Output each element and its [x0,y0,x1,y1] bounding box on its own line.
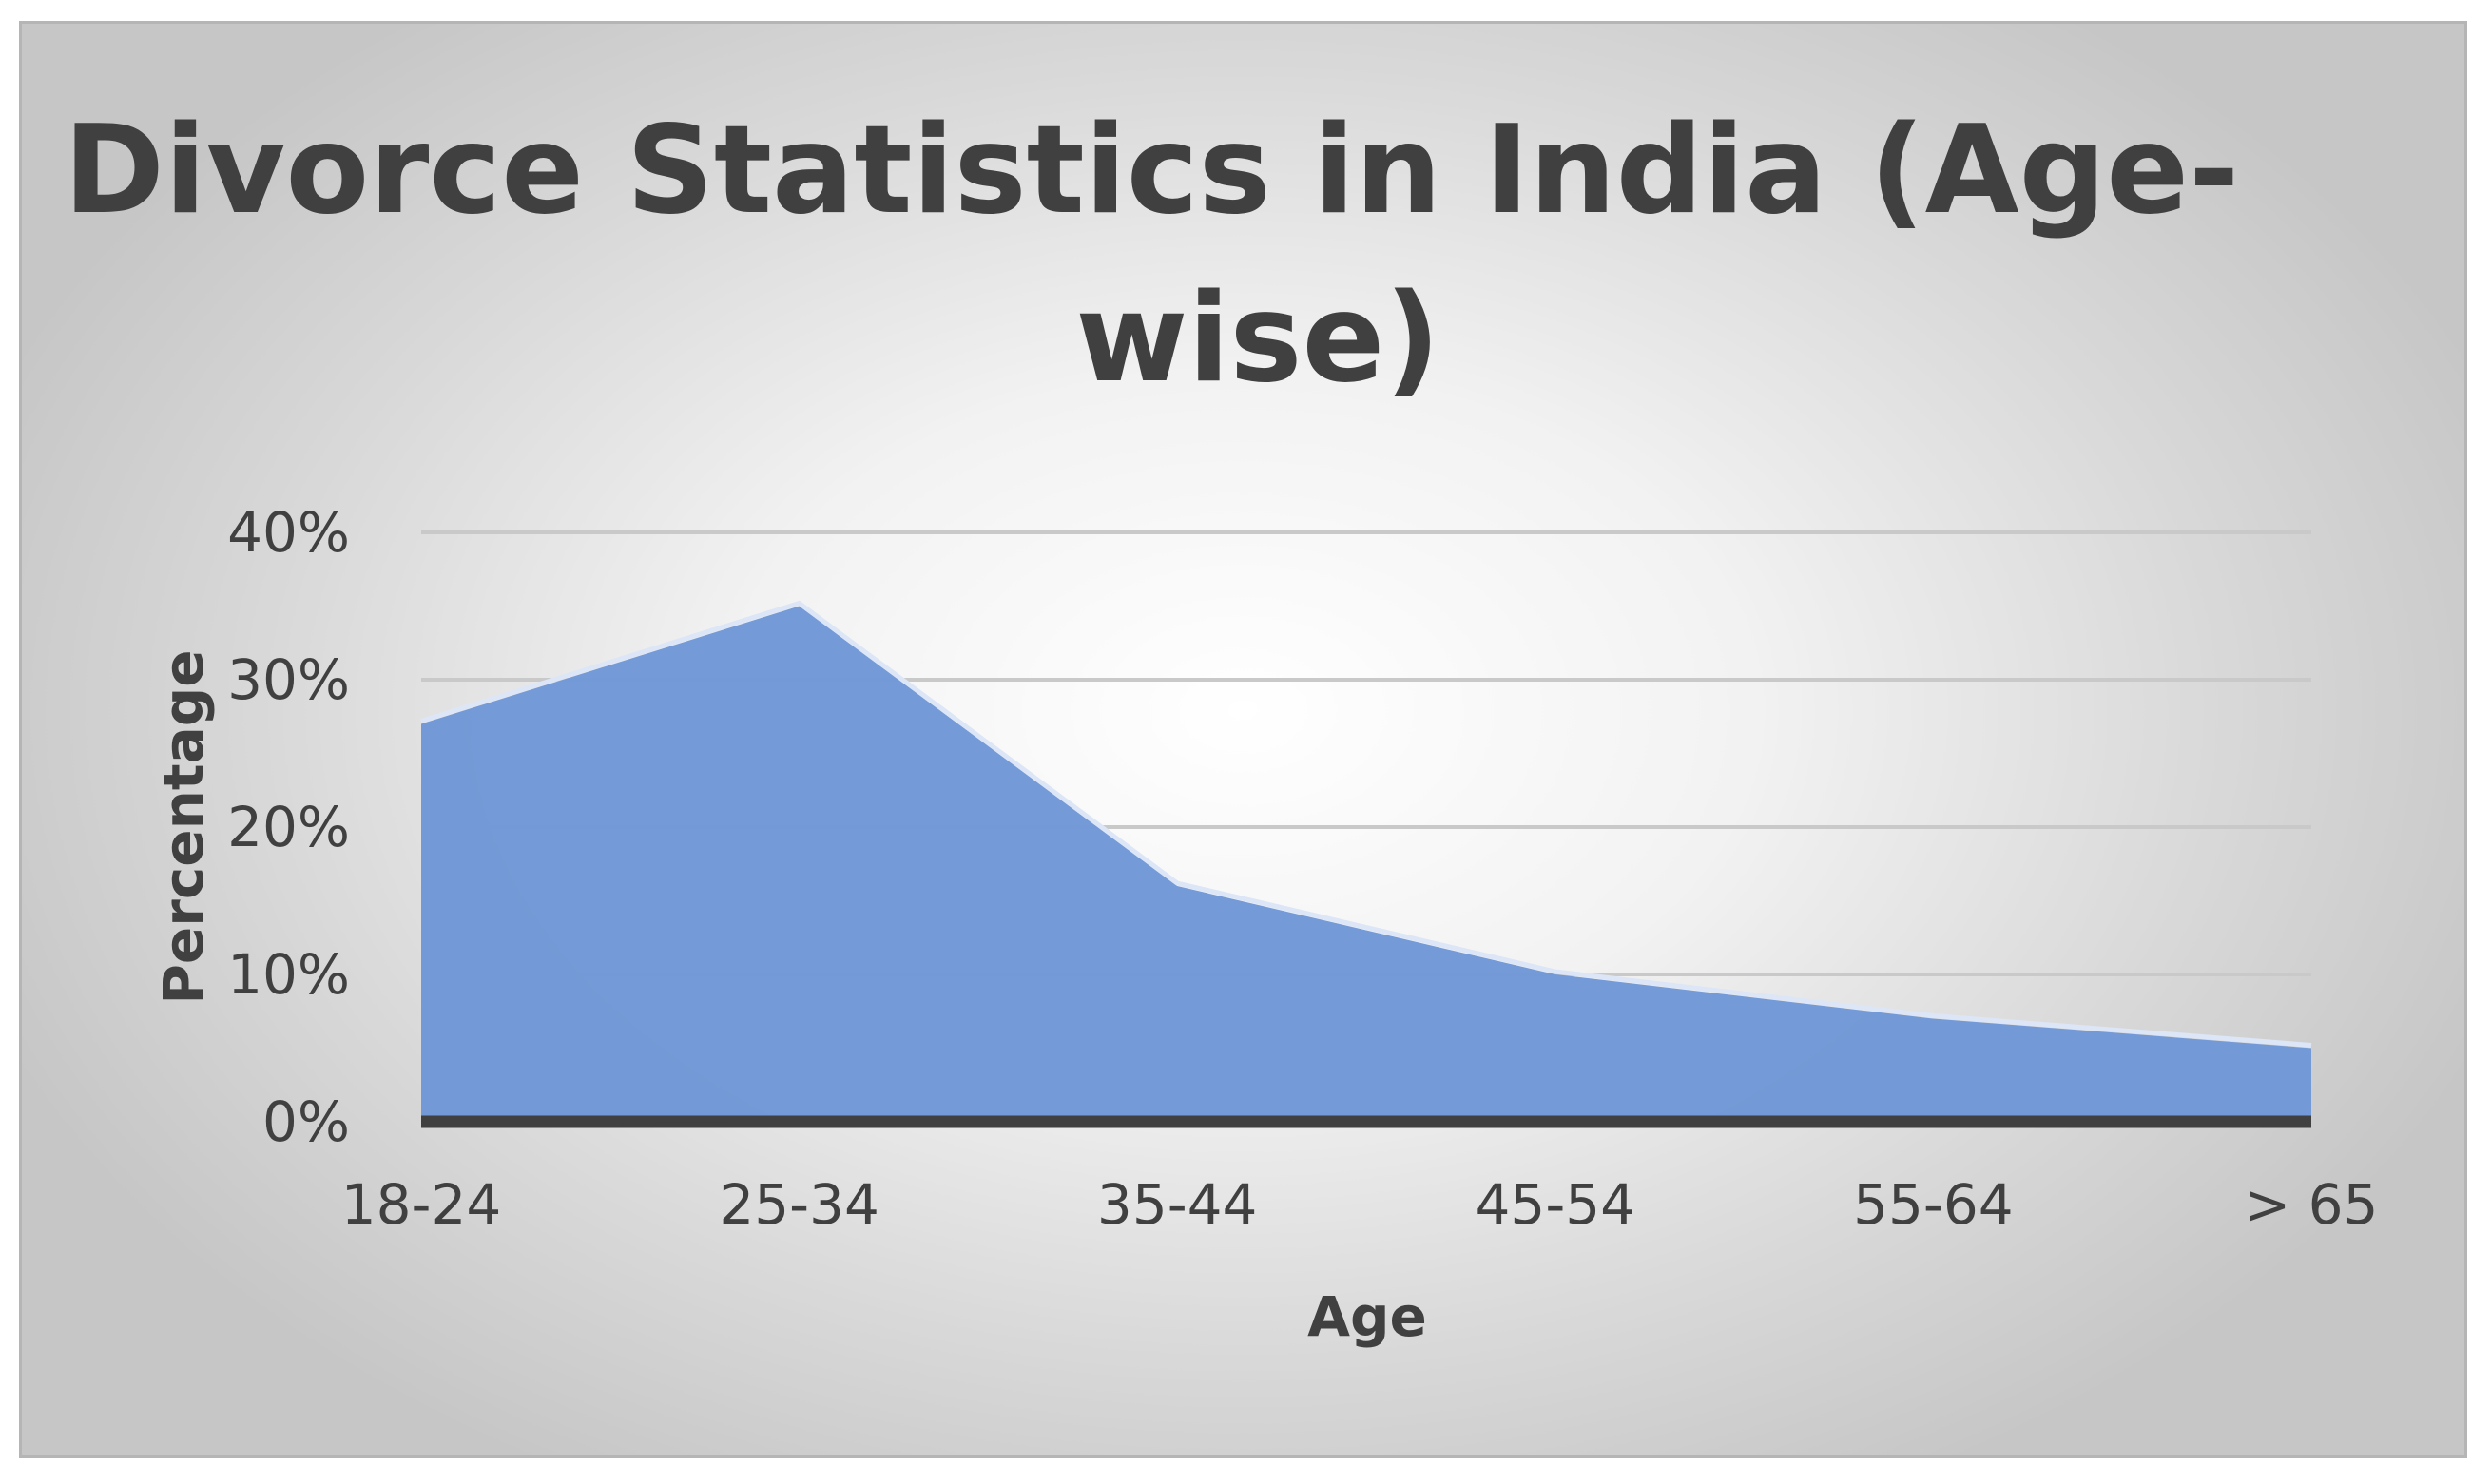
area-series [420,600,2312,1128]
x-axis-title: Age [1307,1284,1427,1349]
y-tick-label: 10% [227,942,350,1007]
area-top-edge [420,600,2312,1048]
y-tick-label: 30% [227,647,350,712]
area-chart: Divorce Statistics in India (Age- wise) … [64,100,2379,1349]
y-tick-label: 20% [227,795,350,859]
y-tick-label: 40% [227,500,350,565]
x-tick-label: 55-64 [1853,1172,2014,1237]
x-axis-ticks: 18-24 25-34 35-44 45-54 55-64 > 65 [341,1172,2379,1237]
chart-title-line-2: wise) [1075,268,1440,410]
x-tick-label: 18-24 [341,1172,502,1237]
chart-frame: Divorce Statistics in India (Age- wise) … [19,21,2467,1458]
chart-title: Divorce Statistics in India (Age- wise) [64,100,2239,410]
chart-title-line-1: Divorce Statistics in India (Age- [64,100,2239,241]
area-fill [421,606,2311,1122]
x-tick-label: 25-34 [719,1172,879,1237]
y-axis-ticks: 0% 10% 20% 30% 40% [227,500,350,1154]
x-tick-label: 35-44 [1097,1172,1258,1237]
y-axis-title: Percentage [151,649,216,1004]
x-tick-label: > 65 [2245,1172,2379,1237]
x-tick-label: 45-54 [1476,1172,1636,1237]
y-tick-label: 0% [262,1089,350,1154]
